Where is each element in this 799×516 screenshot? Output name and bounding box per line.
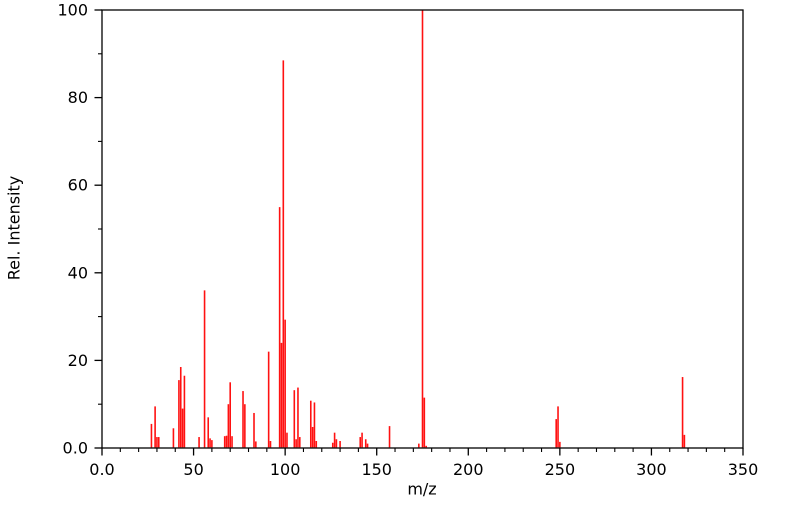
x-tick-label: 300 [636, 460, 667, 479]
y-tick-label: 60 [68, 176, 88, 195]
x-tick-label: 350 [728, 460, 759, 479]
x-tick-label: 250 [545, 460, 576, 479]
y-tick-label: 100 [57, 1, 88, 20]
x-axis-title: m/z [407, 479, 437, 499]
y-tick-label: 0.0 [63, 439, 88, 458]
x-tick-label: 0.0 [89, 460, 114, 479]
y-tick-label: 20 [68, 351, 88, 370]
x-tick-label: 150 [361, 460, 392, 479]
y-tick-label: 40 [68, 263, 88, 282]
y-axis-title: Rel. Intensity [4, 175, 24, 281]
x-tick-label: 200 [453, 460, 484, 479]
x-tick-label: 100 [270, 460, 301, 479]
x-tick-label: 50 [183, 460, 203, 479]
y-tick-label: 80 [68, 88, 88, 107]
